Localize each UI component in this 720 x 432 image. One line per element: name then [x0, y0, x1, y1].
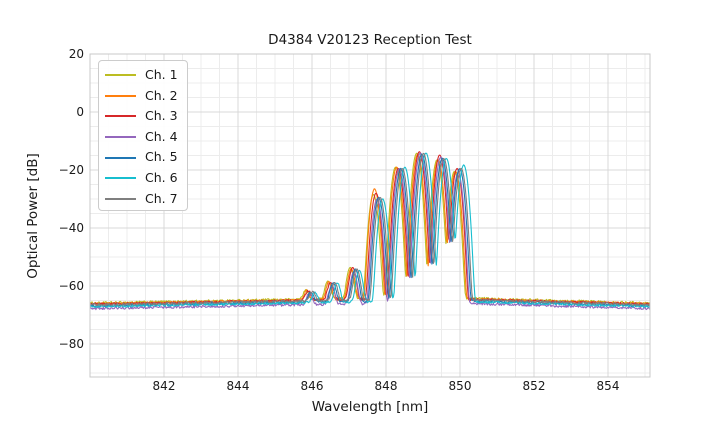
chart-title: D4384 V20123 Reception Test [268, 32, 472, 48]
legend-label: Ch. 2 [145, 87, 178, 103]
legend-line-swatch [105, 197, 136, 200]
x-tick-label: 842 [153, 379, 176, 393]
x-tick-label: 854 [597, 379, 620, 393]
y-tick-label: −20 [59, 163, 84, 177]
plot-frame [89, 53, 651, 378]
legend-line-swatch [105, 74, 136, 77]
y-tick-label: −60 [59, 279, 84, 293]
x-axis-label: Wavelength [nm] [312, 399, 429, 415]
legend-item-ch3: Ch. 3 [105, 106, 187, 127]
legend-label: Ch. 5 [145, 149, 178, 165]
legend-item-ch4: Ch. 4 [105, 127, 187, 148]
legend-line-swatch [105, 115, 136, 118]
legend-line-swatch [105, 94, 136, 97]
legend-item-ch7: Ch. 7 [105, 189, 187, 210]
x-tick-label: 846 [301, 379, 324, 393]
legend-line-swatch [105, 136, 136, 139]
x-tick-label: 844 [227, 379, 250, 393]
y-tick-labels: 20 0 −20 −40 −60 −80 [59, 47, 84, 351]
legend-line-swatch [105, 177, 136, 180]
legend-item-ch6: Ch. 6 [105, 168, 187, 189]
series-line-4 [90, 152, 650, 311]
series-line-7 [90, 152, 650, 307]
x-tick-label: 850 [449, 379, 472, 393]
legend-label: Ch. 1 [145, 67, 178, 83]
y-tick-label: 20 [69, 47, 84, 61]
x-tick-labels: 842 844 846 848 850 852 854 [153, 379, 620, 393]
x-tick-label: 852 [523, 379, 546, 393]
legend-item-ch2: Ch. 2 [105, 86, 187, 107]
legend-item-ch1: Ch. 1 [105, 65, 187, 86]
legend-label: Ch. 7 [145, 190, 178, 206]
legend: Ch. 1 Ch. 2 Ch. 3 Ch. 4 Ch. 5 Ch. 6 Ch. 7 [98, 60, 188, 211]
legend-label: Ch. 4 [145, 128, 178, 144]
legend-item-ch5: Ch. 5 [105, 147, 187, 168]
legend-label: Ch. 6 [145, 170, 178, 186]
y-tick-label: −80 [59, 337, 84, 351]
y-axis-label: Optical Power [dB] [25, 153, 41, 278]
series-lines [90, 151, 650, 311]
y-tick-label: −40 [59, 221, 84, 235]
legend-line-swatch [105, 156, 136, 159]
legend-label: Ch. 3 [145, 108, 178, 124]
y-tick-label: 0 [76, 105, 84, 119]
x-tick-label: 848 [375, 379, 398, 393]
